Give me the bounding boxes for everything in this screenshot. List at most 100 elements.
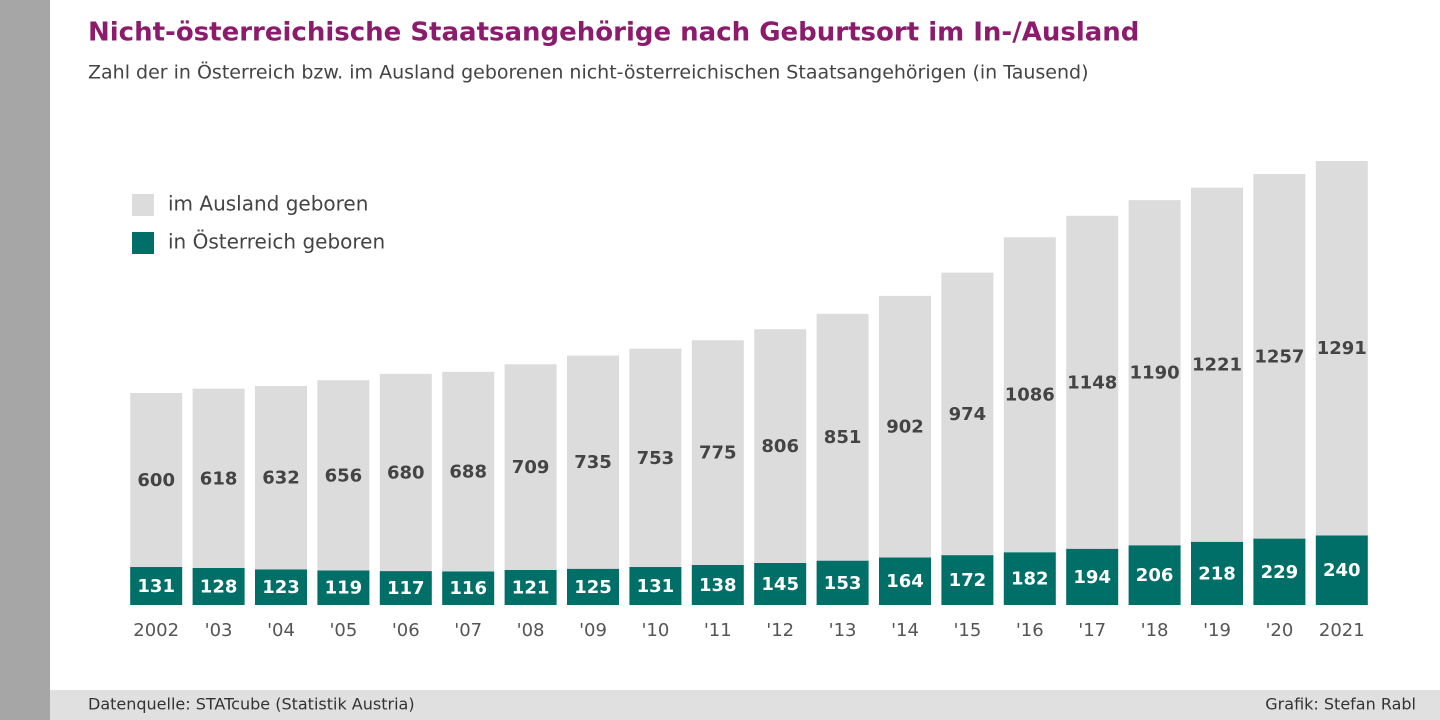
data-label: 1257 [1254, 346, 1304, 367]
bar-segment [1191, 187, 1243, 542]
data-label: 600 [137, 470, 175, 491]
bar-segment [130, 393, 183, 568]
bar-segment [504, 569, 557, 605]
bar-segment [879, 295, 931, 558]
data-label: 194 [1073, 567, 1111, 588]
bar-segment [754, 329, 807, 563]
bar-segment [255, 569, 307, 605]
bar-segment [317, 380, 370, 571]
footer-band [50, 690, 1440, 720]
x-tick-label: '11 [704, 620, 732, 641]
bar-segment [754, 562, 807, 605]
data-label: 182 [1011, 569, 1049, 590]
data-label: 753 [637, 448, 675, 469]
bar-segment [1066, 548, 1119, 605]
source: Datenquelle: STATcube (Statistik Austria… [88, 695, 415, 714]
legend-swatch [132, 194, 154, 216]
x-tick-label: '18 [1141, 620, 1169, 641]
bar-segment [1003, 237, 1056, 553]
bar-segment [255, 386, 307, 570]
x-tick-label: '06 [392, 620, 420, 641]
bar-segment [192, 388, 245, 568]
data-label: 172 [949, 570, 987, 591]
bar-segment [130, 567, 183, 605]
x-tick-label: '08 [517, 620, 545, 641]
chart-title: Nicht-österreichische Staatsangehörige n… [88, 18, 1139, 48]
bar-segment [1003, 552, 1056, 605]
bar-segment [1315, 535, 1368, 605]
x-tick-label: '09 [579, 620, 607, 641]
bar-segment [1315, 161, 1368, 536]
x-tick-label: '14 [891, 620, 919, 641]
x-tick-label: '12 [766, 620, 794, 641]
bar-segment [691, 340, 744, 565]
bar-segment [567, 355, 619, 569]
data-label: 902 [886, 417, 924, 438]
data-label: 240 [1323, 560, 1361, 581]
data-label: 206 [1136, 565, 1174, 586]
legend-swatch [132, 232, 154, 254]
bar-segment [379, 571, 432, 605]
data-label: 735 [574, 452, 612, 473]
data-label: 1086 [1005, 385, 1055, 406]
x-tick-label: '10 [641, 620, 669, 641]
bar-segment [379, 373, 432, 572]
x-tick-label: '03 [205, 620, 233, 641]
data-label: 125 [574, 577, 612, 598]
bar-segment [317, 570, 370, 605]
data-label: 632 [262, 468, 300, 489]
data-label: 145 [761, 574, 799, 595]
x-tick-label: 2021 [1319, 620, 1365, 641]
data-label: 121 [512, 577, 550, 598]
data-label: 709 [512, 457, 550, 478]
data-label: 656 [325, 465, 363, 486]
data-label: 131 [637, 576, 675, 597]
bar-segment [192, 567, 245, 605]
data-label: 123 [262, 577, 300, 598]
x-tick-label: '15 [953, 620, 981, 641]
data-label: 1148 [1067, 372, 1117, 393]
data-label: 1291 [1317, 338, 1367, 359]
data-label: 775 [699, 443, 737, 464]
bar-segment [816, 313, 869, 561]
data-label: 218 [1198, 563, 1236, 584]
bar-segment [629, 348, 682, 568]
legend-label: im Ausland geboren [168, 192, 368, 216]
legend-label: in Österreich geboren [168, 230, 385, 254]
data-label: 128 [200, 576, 238, 597]
data-label: 116 [449, 578, 487, 599]
x-tick-label: '20 [1265, 620, 1293, 641]
data-label: 688 [449, 462, 487, 483]
data-label: 851 [824, 427, 862, 448]
x-tick-label: '13 [829, 620, 857, 641]
data-label: 806 [761, 436, 799, 457]
side-strip [0, 0, 50, 720]
x-tick-label: '17 [1078, 620, 1106, 641]
bar-segment [1253, 538, 1306, 605]
bar-segment [816, 560, 869, 605]
data-label: 229 [1261, 562, 1299, 583]
bar-segment [1066, 215, 1119, 549]
credit: Grafik: Stefan Rabl [1265, 695, 1416, 714]
bar-segment [941, 555, 994, 605]
bar-segment [691, 564, 744, 605]
data-label: 974 [949, 404, 987, 425]
bar-segment [567, 568, 619, 605]
bar-segment [941, 272, 994, 556]
x-tick-label: 2002 [133, 620, 179, 641]
data-label: 153 [824, 573, 862, 594]
bar-segment [504, 364, 557, 570]
data-label: 618 [200, 468, 238, 489]
data-label: 164 [886, 571, 924, 592]
x-tick-label: '16 [1016, 620, 1044, 641]
data-label: 138 [699, 575, 737, 596]
x-tick-label: '05 [329, 620, 357, 641]
data-label: 119 [325, 578, 363, 599]
data-label: 1221 [1192, 355, 1242, 376]
data-label: 131 [137, 576, 175, 597]
chart-subtitle: Zahl der in Österreich bzw. im Ausland g… [88, 61, 1089, 84]
bar-segment [1128, 200, 1181, 546]
bar-segment [442, 571, 495, 605]
